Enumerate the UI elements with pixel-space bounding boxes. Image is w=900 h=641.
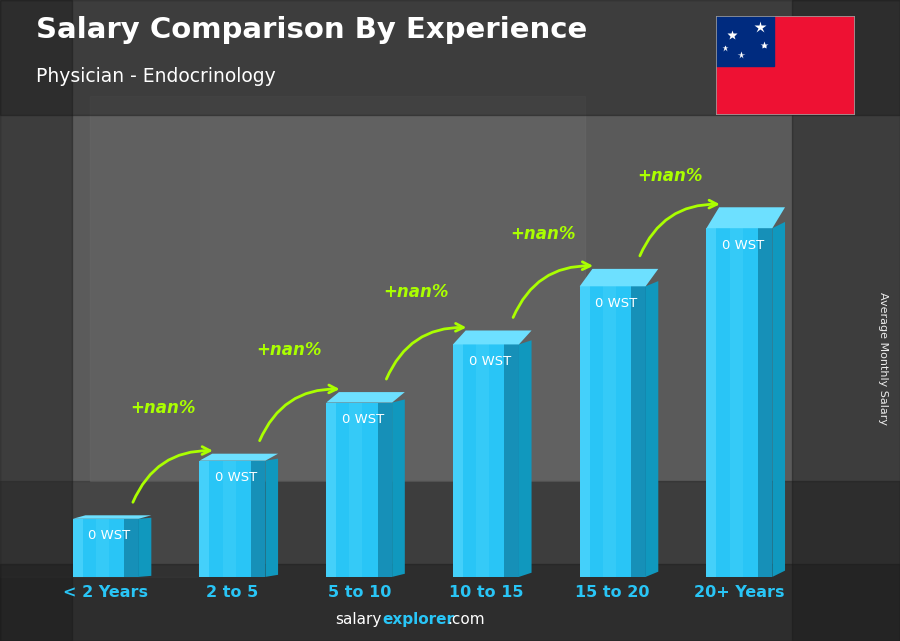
Text: salary: salary (335, 612, 382, 627)
Bar (0, 96, 198, 577)
Polygon shape (326, 392, 405, 403)
Text: +nan%: +nan% (130, 399, 195, 417)
Polygon shape (706, 228, 772, 577)
Polygon shape (631, 287, 645, 577)
Polygon shape (251, 461, 266, 577)
Polygon shape (758, 228, 772, 577)
Polygon shape (453, 344, 519, 577)
Bar (792, 0, 900, 641)
Text: 0 WST: 0 WST (88, 529, 130, 542)
Text: +nan%: +nan% (256, 341, 322, 359)
Polygon shape (476, 344, 490, 577)
Text: .com: .com (447, 612, 485, 627)
Polygon shape (580, 287, 645, 577)
Text: +nan%: +nan% (637, 167, 703, 185)
Text: 0 WST: 0 WST (469, 355, 511, 368)
Polygon shape (222, 461, 236, 577)
Polygon shape (504, 344, 519, 577)
Bar (0, 481, 900, 641)
Polygon shape (378, 403, 392, 577)
Polygon shape (73, 519, 139, 577)
Bar (90, 96, 585, 481)
Text: Physician - Endocrinology: Physician - Endocrinology (36, 67, 275, 87)
Polygon shape (139, 518, 151, 577)
Polygon shape (200, 461, 210, 577)
Polygon shape (706, 228, 716, 577)
Polygon shape (453, 331, 532, 344)
Text: Average Monthly Salary: Average Monthly Salary (878, 292, 887, 426)
Text: 0 WST: 0 WST (595, 297, 637, 310)
Polygon shape (580, 287, 590, 577)
Polygon shape (580, 269, 658, 287)
Polygon shape (349, 403, 363, 577)
Bar (0, 0, 72, 641)
Polygon shape (200, 461, 266, 577)
Text: 0 WST: 0 WST (215, 471, 257, 484)
Text: +nan%: +nan% (383, 283, 449, 301)
Polygon shape (772, 222, 785, 577)
Bar (716, 16, 774, 65)
Text: explorer: explorer (382, 612, 454, 627)
Polygon shape (73, 515, 151, 519)
Text: 0 WST: 0 WST (722, 238, 764, 252)
Text: Salary Comparison By Experience: Salary Comparison By Experience (36, 16, 587, 44)
Bar (0, 0, 900, 115)
Polygon shape (730, 228, 742, 577)
Polygon shape (73, 519, 83, 577)
Polygon shape (124, 519, 139, 577)
Bar (0, 564, 900, 641)
Polygon shape (200, 454, 278, 461)
Polygon shape (519, 340, 532, 577)
Polygon shape (266, 458, 278, 577)
Polygon shape (95, 519, 109, 577)
Polygon shape (453, 344, 463, 577)
Polygon shape (603, 287, 616, 577)
Polygon shape (326, 403, 336, 577)
Polygon shape (326, 403, 392, 577)
Polygon shape (706, 207, 785, 228)
Polygon shape (645, 281, 658, 577)
Text: 0 WST: 0 WST (342, 413, 384, 426)
Polygon shape (392, 399, 405, 577)
Text: +nan%: +nan% (510, 225, 576, 243)
